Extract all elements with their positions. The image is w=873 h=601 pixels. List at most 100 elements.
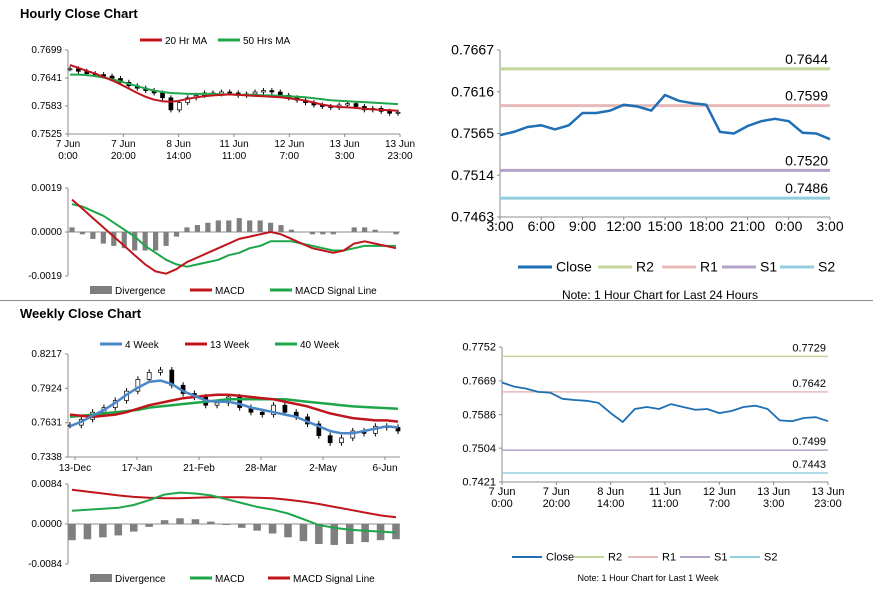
x-tick-label: 20:00 xyxy=(111,151,136,162)
x-tick-label: 15:00 xyxy=(647,218,682,234)
divergence-bar xyxy=(142,232,148,251)
y-tick-label: 0.7586 xyxy=(462,409,496,421)
chart-note: Note: 1 Hour Chart for Last 24 Hours xyxy=(562,288,758,300)
y-tick-label: 0.7583 xyxy=(31,101,62,112)
divergence-bar xyxy=(90,232,96,239)
x-tick-label: 13 Jun xyxy=(811,486,844,498)
x-tick-label: 2-May xyxy=(309,463,337,472)
legend-s1-label: S1 xyxy=(714,552,727,564)
candle-body xyxy=(168,97,174,111)
x-tick-label: 0:00 xyxy=(491,498,512,510)
candle-body xyxy=(345,103,350,106)
candle-body xyxy=(327,435,333,444)
macd-line xyxy=(71,491,397,534)
x-tick-label: 18:00 xyxy=(689,218,724,234)
x-tick-label: 12:00 xyxy=(606,218,641,234)
x-tick-label: 7 Jun xyxy=(56,139,80,150)
y-tick-label: 0.0084 xyxy=(31,479,62,490)
y-tick-label: 0.7924 xyxy=(31,383,62,394)
y-tick-label: 0.7631 xyxy=(31,418,62,429)
legend-close-label: Close xyxy=(546,552,574,564)
divergence-bar xyxy=(215,220,221,232)
hourly-price-chart: 20 Hr MA 50 Hrs MA 0.7699 0.7641 0.7583 0.752… xyxy=(31,36,415,162)
weekly-section-title: Weekly Close Chart xyxy=(20,306,142,321)
close-line xyxy=(499,93,831,141)
divergence-bar xyxy=(315,524,323,544)
x-tick-label: 7 Jun xyxy=(543,486,570,498)
y-tick-label: 0.7514 xyxy=(451,167,494,183)
y-tick-label: -0.0084 xyxy=(28,559,62,570)
divergence-bar xyxy=(284,524,292,538)
x-tick-label: 14:00 xyxy=(166,151,191,162)
divergence-bar xyxy=(393,232,399,235)
level-label-r2: 0.7729 xyxy=(792,342,826,354)
x-tick-label: 3:00 xyxy=(763,498,784,510)
divergence-bar xyxy=(226,220,232,232)
x-tick-label: 3:00 xyxy=(335,151,355,162)
divergence-bar xyxy=(372,229,378,232)
divergence-bar xyxy=(257,220,263,232)
candle-body xyxy=(176,102,182,111)
divergence-bar xyxy=(237,524,246,528)
y-tick-label: 0.7504 xyxy=(462,443,496,455)
divergence-bar xyxy=(278,225,284,232)
divergence-bar xyxy=(99,524,107,538)
y-tick-label: 0.7421 xyxy=(462,477,496,489)
candle-body xyxy=(339,437,344,444)
section-divider xyxy=(0,300,873,301)
divergence-bar xyxy=(236,218,242,232)
weekly-levels-chart: 0.7752 0.7669 0.7586 0.7504 0.7421 0.7729 0.76… xyxy=(462,342,844,583)
level-label-s1: 0.7499 xyxy=(792,436,826,448)
candle-body xyxy=(282,404,288,413)
x-tick-label: 23:00 xyxy=(814,498,842,510)
x-tick-label: 12 Jun xyxy=(703,486,736,498)
divergence-bar xyxy=(222,524,231,525)
candle-body xyxy=(316,423,322,437)
x-tick-label: 12 Jun xyxy=(274,139,304,150)
legend-r1-label: R1 xyxy=(662,552,676,564)
x-tick-label: 7 Jun xyxy=(111,139,135,150)
legend-macd-signal-line-label: MACD Signal Line xyxy=(293,574,375,585)
x-tick-label: 6-Jun xyxy=(372,463,397,472)
candle-body xyxy=(395,111,401,114)
ma4-week-line xyxy=(69,379,399,435)
divergence-bar xyxy=(207,521,215,524)
macd-signal-line xyxy=(71,203,396,268)
legend-40-week-label: 40 Week xyxy=(300,340,340,351)
divergence-bar xyxy=(191,519,200,524)
ma13-week-line xyxy=(69,393,399,423)
divergence-bar xyxy=(362,227,368,232)
candle-body xyxy=(353,103,359,107)
legend-50hrs-ma-label: 50 Hrs MA xyxy=(243,36,291,47)
hourly-section-title: Hourly Close Chart xyxy=(20,6,138,21)
macd-line xyxy=(71,198,397,275)
x-tick-label: 3:00 xyxy=(816,218,843,234)
divergence-bar xyxy=(330,524,339,545)
legend-s2-label: S2 xyxy=(818,259,835,275)
legend-close-label: Close xyxy=(556,259,592,275)
y-tick-label: 0.7667 xyxy=(451,42,494,58)
x-tick-label: 11 Jun xyxy=(219,139,248,150)
divergence-bar xyxy=(111,232,117,246)
divergence-bar xyxy=(382,232,389,233)
y-tick-label: 0.8217 xyxy=(31,349,62,360)
candle-body xyxy=(261,90,266,93)
x-tick-label: 0:00 xyxy=(775,218,802,234)
x-tick-label: 8 Jun xyxy=(597,486,624,498)
x-tick-label: 13 Jun xyxy=(757,486,790,498)
legend-divergence-label: Divergence xyxy=(115,286,166,297)
y-tick-label: 0.7699 xyxy=(31,45,62,56)
legend-divergence-swatch xyxy=(90,574,112,582)
x-tick-label: 8 Jun xyxy=(166,139,190,150)
legend-macd-signal-line-label: MACD Signal Line xyxy=(295,286,377,297)
legend-s2-label: S2 xyxy=(764,552,777,564)
divergence-bar xyxy=(68,524,76,541)
hourly-levels-chart: 0.7667 0.7616 0.7565 0.7514 0.7463 0.7644 0.75… xyxy=(451,42,844,300)
divergence-bar xyxy=(247,220,253,232)
x-tick-label: 6:00 xyxy=(528,218,555,234)
y-tick-label: 0.0000 xyxy=(31,519,62,530)
level-label-s2: 0.7443 xyxy=(792,459,826,471)
divergence-bar xyxy=(173,232,180,237)
divergence-bar xyxy=(299,524,308,542)
legend-macd-label: MACD xyxy=(215,286,244,297)
